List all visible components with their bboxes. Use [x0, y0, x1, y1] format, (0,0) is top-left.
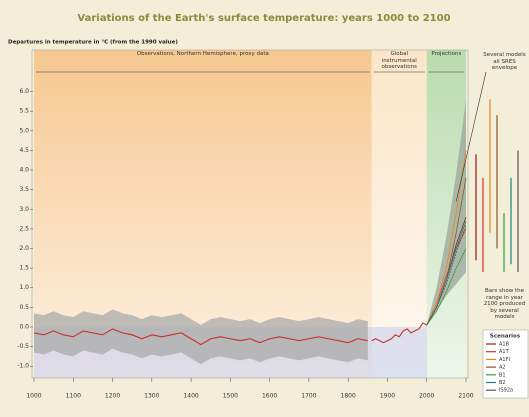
x-tick-label: 1200: [105, 393, 120, 400]
region-label-box: Global instrumental observations: [381, 51, 417, 71]
observed-line: [33, 328, 368, 346]
y-tick-label: 6.0: [19, 88, 29, 95]
y-axis-label: Departures in temperature in °C (from th…: [8, 40, 178, 46]
region-fade: [371, 50, 427, 378]
legend-label: B2: [499, 380, 506, 386]
chart-title: Variations of the Earth's surface temper…: [77, 13, 450, 24]
y-tick-label: 4.5: [19, 147, 29, 154]
legend-label: A1FI: [499, 357, 510, 363]
backgrounds: [31, 49, 469, 379]
region-label: Observations, Northern Hemisphere, proxy…: [136, 51, 269, 57]
y-tick-label: 2.0: [19, 245, 29, 252]
region-label: Global instrumental observations: [381, 51, 417, 71]
y-tick-label: 5.5: [19, 108, 29, 115]
plot: 6.0 5.5 5.0 4.5 4.0 3.5 3.0 2.5 2.0 1.5 1.0 0.5 0.0 -…: [17, 71, 529, 400]
bars-note: Bars show the range in year 2100 produce…: [483, 288, 526, 321]
scenario-line: [426, 248, 467, 326]
region-label: Projections: [431, 51, 462, 57]
annotation-arrow: [455, 71, 487, 202]
plot-frame: [31, 49, 469, 379]
annotation: Several models all SRES envelope: [483, 52, 526, 72]
x-tick-label: 1000: [26, 393, 41, 400]
region-label-box: Projections: [431, 51, 462, 57]
scenario-line: [426, 150, 467, 326]
x-tick-label: 2100: [458, 393, 473, 400]
annotation-box: Several models all SRES envelope: [483, 52, 526, 72]
y-tick-label: 0.5: [19, 304, 29, 311]
bars-note-box: Bars show the range in year 2100 produce…: [483, 288, 526, 321]
y-tick-label: 1.0: [19, 284, 29, 291]
x-tick-label: 1400: [183, 393, 198, 400]
y-tick-label: 3.5: [19, 186, 29, 193]
scenario-line: [426, 224, 467, 326]
legend-label: A1T: [499, 349, 510, 355]
legend-box: [482, 329, 529, 399]
y-tick-label: 4.0: [19, 167, 29, 174]
legend-label: B1: [499, 372, 506, 378]
legend-title: Scenarios: [490, 334, 521, 340]
observed-line: [371, 322, 427, 344]
y-tick-label: 5.0: [19, 127, 29, 134]
x-tick-label: 1800: [341, 393, 356, 400]
x-tick-label: 1100: [66, 393, 81, 400]
y-tick-label: 3.0: [19, 206, 29, 213]
legend-label: A1B: [499, 342, 510, 348]
x-tick-label: 1900: [380, 393, 395, 400]
x-tick-label: 1500: [223, 393, 238, 400]
x-tick-label: 1600: [262, 393, 277, 400]
y-tick-label: 0.0: [19, 323, 29, 330]
y-tick-label: 2.5: [19, 225, 29, 232]
x-tick-label: 2000: [419, 393, 434, 400]
region-label-box: Observations, Northern Hemisphere, proxy…: [136, 51, 269, 57]
legend-label: A2: [499, 365, 506, 371]
y-tick-label: -1.0: [17, 363, 29, 370]
x-tick-label: 1300: [144, 393, 159, 400]
uncertainty-band: [34, 309, 368, 365]
x-tick-label: 1700: [301, 393, 316, 400]
y-tick-label: -0.5: [17, 343, 29, 350]
y-tick-label: 1.5: [19, 265, 29, 272]
legend-label: IS92a: [499, 388, 513, 394]
